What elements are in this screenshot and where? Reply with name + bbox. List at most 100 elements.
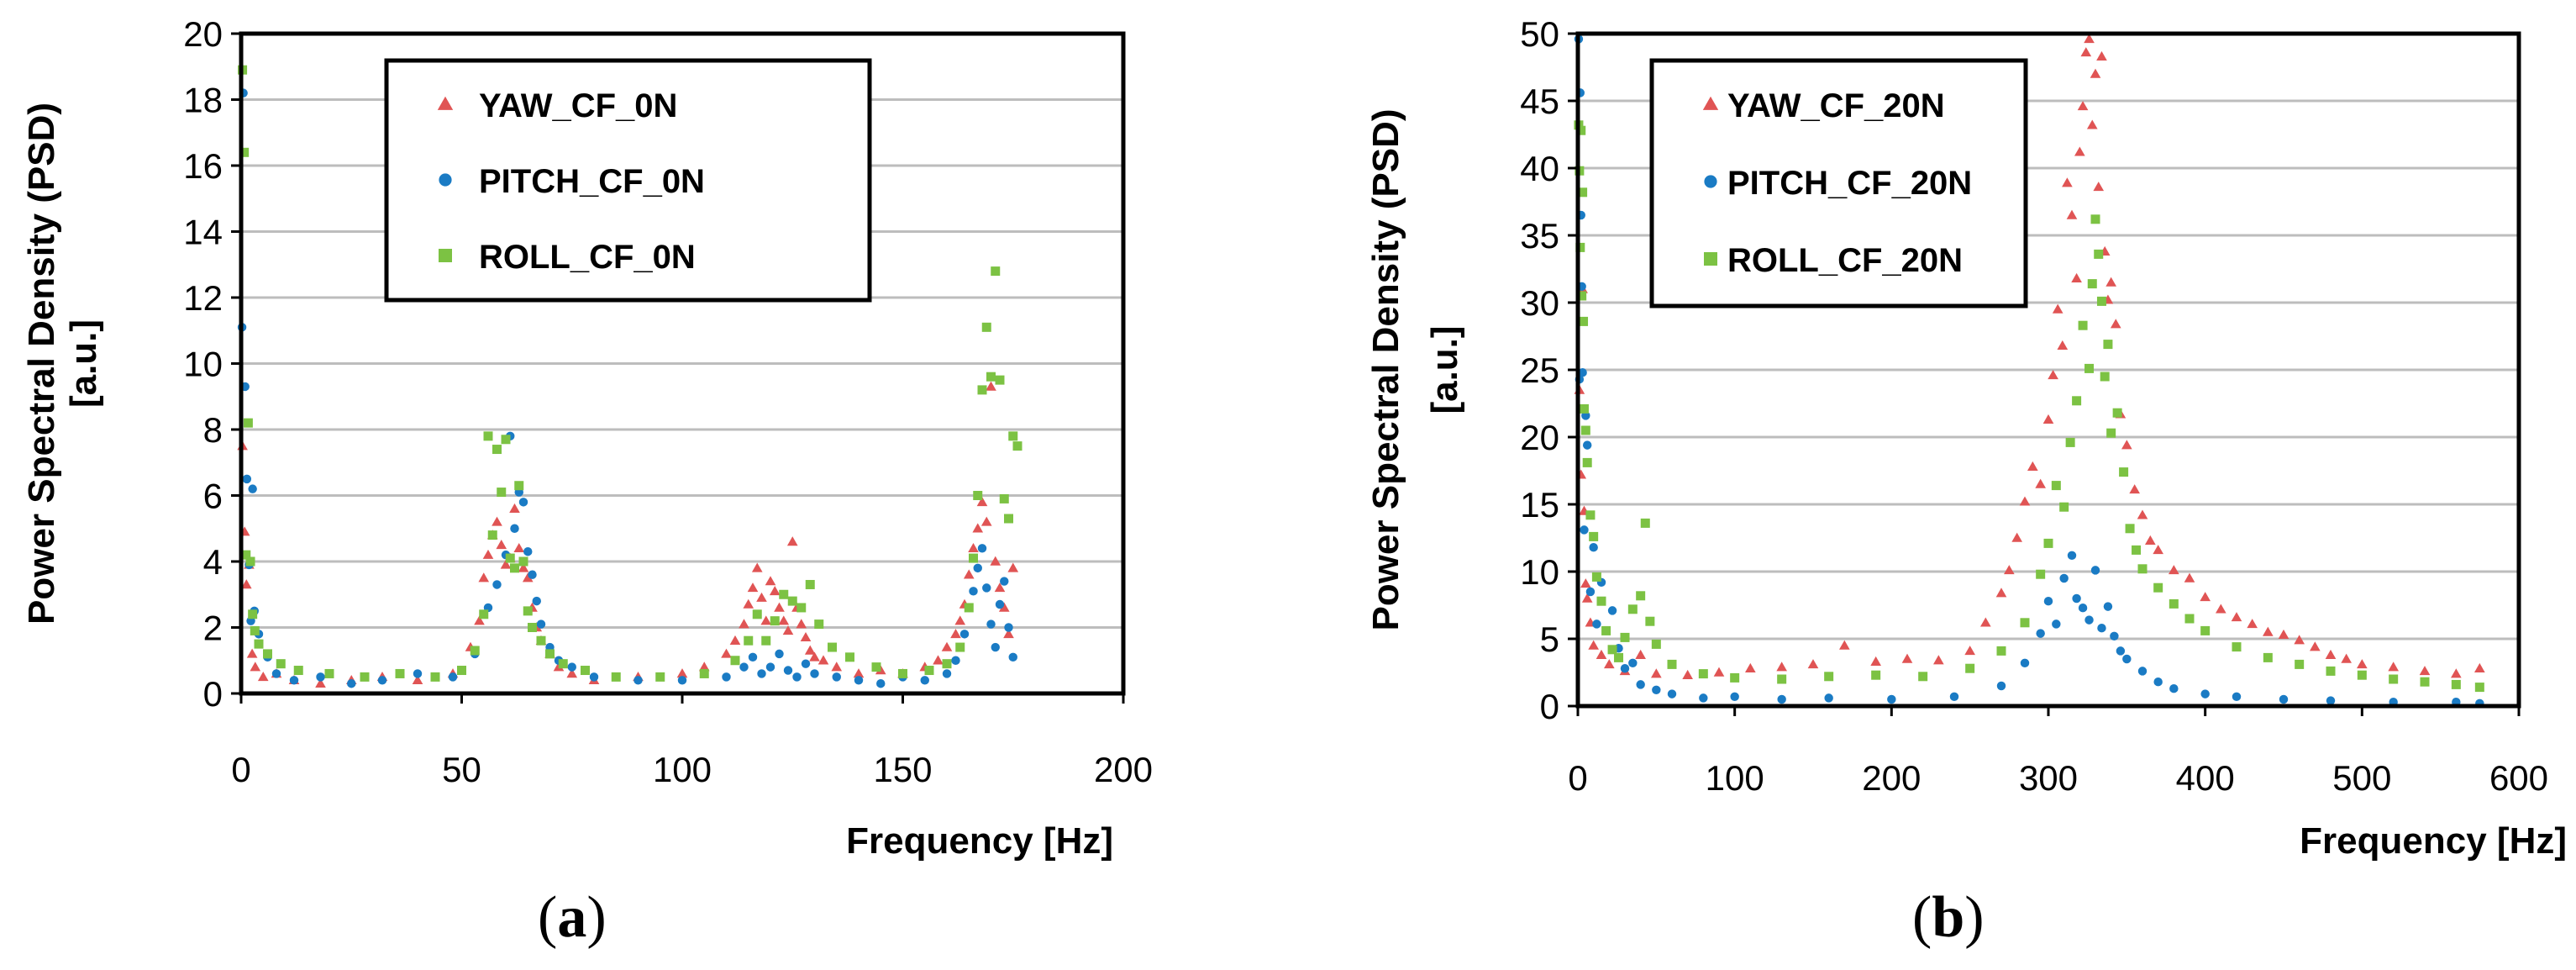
point-roll bbox=[1996, 646, 2006, 656]
point-roll bbox=[2100, 372, 2110, 382]
point-roll bbox=[254, 639, 264, 649]
point-yaw bbox=[1003, 629, 1014, 639]
y-axis-label-line1: Power Spectral Density (PSD) bbox=[1365, 108, 1406, 630]
legend-marker-yaw bbox=[1702, 96, 1719, 110]
point-roll bbox=[1591, 572, 1601, 582]
point-roll bbox=[964, 603, 974, 613]
point-roll bbox=[1580, 425, 1590, 435]
point-roll bbox=[796, 603, 807, 613]
point-yaw bbox=[2129, 484, 2140, 494]
point-roll bbox=[243, 418, 253, 428]
point-pitch bbox=[2059, 573, 2069, 583]
point-roll bbox=[1004, 514, 1013, 524]
point-roll bbox=[395, 668, 405, 678]
point-roll bbox=[1582, 457, 1592, 467]
point-roll bbox=[1589, 531, 1599, 541]
point-roll bbox=[1620, 632, 1630, 642]
point-roll bbox=[1965, 663, 1975, 673]
point-roll bbox=[2087, 279, 2097, 289]
point-pitch bbox=[1000, 577, 1009, 586]
point-pitch bbox=[942, 669, 952, 678]
point-pitch bbox=[783, 666, 793, 675]
point-roll bbox=[1575, 242, 1585, 252]
point-roll bbox=[1577, 291, 1587, 301]
point-roll bbox=[730, 656, 740, 666]
point-yaw bbox=[2451, 668, 2462, 678]
point-roll bbox=[2020, 618, 2030, 628]
x-tick-label: 400 bbox=[2176, 758, 2235, 798]
point-roll bbox=[1008, 431, 1018, 441]
point-pitch bbox=[775, 649, 784, 659]
point-yaw bbox=[2035, 478, 2046, 488]
point-yaw bbox=[994, 583, 1006, 593]
point-yaw bbox=[769, 586, 781, 596]
point-pitch bbox=[876, 679, 886, 688]
point-pitch bbox=[2097, 623, 2106, 633]
point-yaw bbox=[980, 516, 992, 526]
point-roll bbox=[2357, 670, 2367, 680]
point-roll bbox=[2420, 677, 2430, 687]
y-tick-label: 15 bbox=[1520, 485, 1559, 525]
y-tick-label: 40 bbox=[1520, 149, 1559, 188]
point-yaw bbox=[2294, 635, 2305, 645]
point-yaw bbox=[1651, 668, 1662, 678]
point-roll bbox=[2078, 320, 2088, 330]
point-yaw bbox=[698, 662, 710, 672]
point-yaw bbox=[2169, 565, 2179, 575]
point-roll bbox=[324, 668, 334, 678]
point-roll bbox=[761, 635, 771, 646]
point-yaw bbox=[2200, 592, 2211, 602]
point-yaw bbox=[1635, 649, 1646, 659]
point-yaw bbox=[972, 523, 984, 533]
point-roll bbox=[470, 646, 480, 656]
point-roll bbox=[2036, 569, 2046, 579]
point-roll bbox=[805, 579, 815, 589]
point-yaw bbox=[2096, 50, 2107, 61]
point-yaw bbox=[853, 668, 865, 678]
point-yaw bbox=[2027, 461, 2038, 471]
point-yaw bbox=[2121, 440, 2132, 450]
point-roll bbox=[752, 609, 762, 619]
point-roll bbox=[248, 609, 258, 619]
point-yaw bbox=[1580, 578, 1591, 588]
point-yaw bbox=[2105, 277, 2116, 287]
point-roll bbox=[245, 556, 255, 567]
point-yaw bbox=[1596, 649, 1607, 659]
point-yaw bbox=[933, 655, 944, 665]
legend-marker-pitch bbox=[439, 173, 452, 187]
point-pitch bbox=[1824, 693, 1833, 703]
y-tick-label: 50 bbox=[1520, 14, 1559, 54]
point-roll bbox=[510, 563, 519, 573]
point-roll bbox=[293, 666, 303, 676]
point-pitch bbox=[810, 669, 819, 678]
point-pitch bbox=[765, 662, 775, 672]
point-pitch bbox=[2279, 694, 2289, 704]
point-roll bbox=[2132, 545, 2142, 555]
point-roll bbox=[999, 493, 1009, 503]
point-roll bbox=[276, 659, 286, 669]
y-tick-label: 10 bbox=[1520, 552, 1559, 592]
point-yaw bbox=[751, 562, 763, 572]
point-yaw bbox=[2090, 68, 2101, 78]
y-tick-label: 4 bbox=[203, 542, 223, 582]
point-roll bbox=[2474, 683, 2484, 693]
point-roll bbox=[611, 672, 621, 682]
point-pitch bbox=[2122, 654, 2132, 664]
point-roll bbox=[1730, 672, 1740, 683]
point-yaw bbox=[804, 645, 816, 655]
point-pitch bbox=[2326, 696, 2336, 705]
point-pitch bbox=[1607, 606, 1617, 615]
point-yaw bbox=[566, 668, 578, 678]
point-yaw bbox=[2216, 604, 2226, 614]
point-roll bbox=[1607, 645, 1617, 655]
y-tick-label: 20 bbox=[183, 14, 223, 54]
point-roll bbox=[483, 431, 493, 441]
point-pitch bbox=[2232, 692, 2242, 702]
data-points bbox=[237, 65, 1023, 688]
point-roll bbox=[995, 375, 1005, 385]
point-roll bbox=[2043, 538, 2053, 548]
point-yaw bbox=[676, 668, 688, 678]
x-tick-label: 100 bbox=[653, 750, 712, 789]
